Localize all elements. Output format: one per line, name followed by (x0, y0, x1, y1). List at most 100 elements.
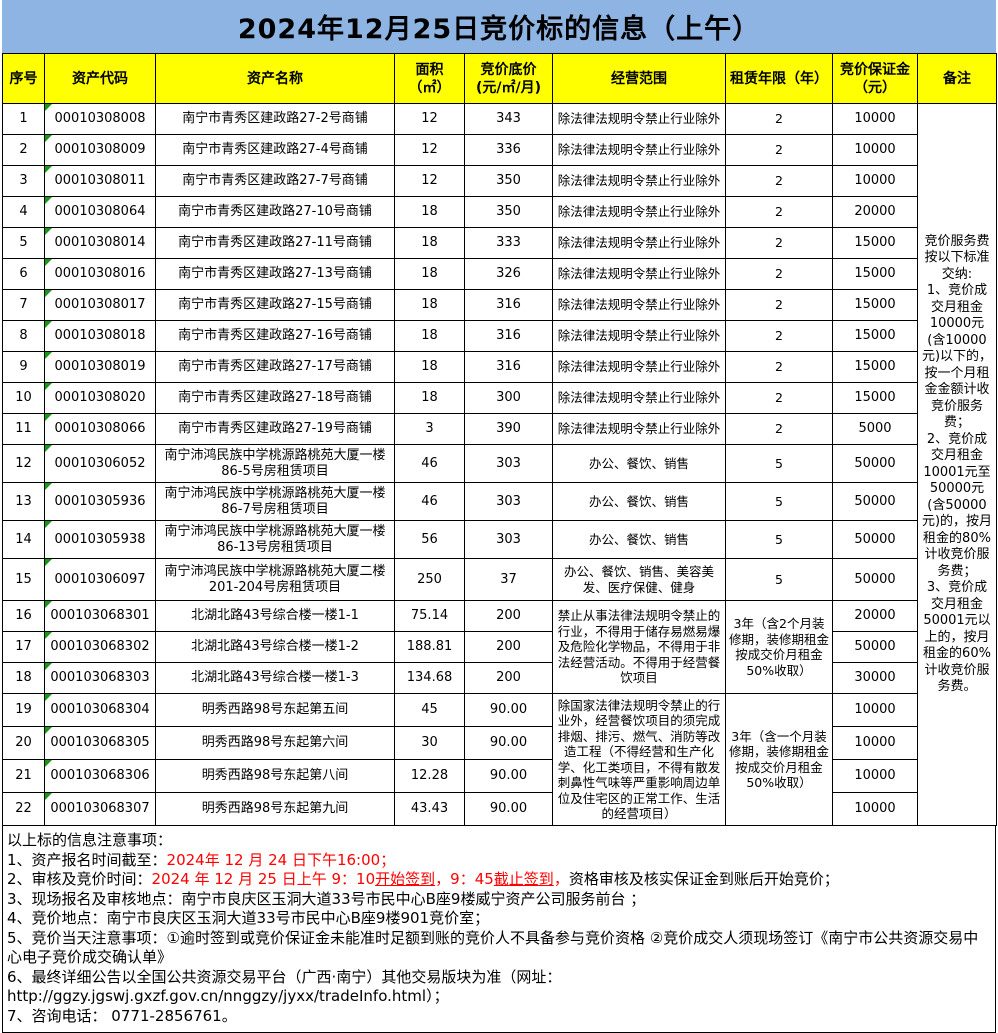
cell-asset-name: 南宁市青秀区建政路27-7号商铺 (155, 165, 395, 197)
note-segment: 资格审核及核实保证金到账后开始竞价； (568, 870, 839, 888)
cell-lease-term: 2 (725, 103, 833, 135)
table-row: 10 00010308020 南宁市青秀区建政路27-18号商铺 18 300 除法律法规… (2, 382, 997, 414)
cell-business-scope: 除法律法规明令禁止行业除外 (552, 413, 726, 445)
cell-deposit: 15000 (832, 289, 918, 321)
cell-area: 30 (394, 726, 465, 760)
cell-area: 12.28 (394, 759, 465, 793)
cell-serial: 18 (2, 662, 45, 694)
notes-section: 以上标的信息注意事项： 1、资产报名时间截至：2024年 12 月 24 日下午… (2, 826, 996, 1033)
cell-serial: 16 (2, 600, 45, 632)
cell-asset-code: 00010305936 (44, 482, 156, 521)
cell-floor-price: 316 (464, 289, 553, 321)
cell-area: 12 (394, 103, 465, 135)
cell-floor-price: 37 (464, 558, 553, 601)
cell-floor-price: 200 (464, 662, 553, 694)
cell-asset-name: 南宁市青秀区建政路27-15号商铺 (155, 289, 395, 321)
cell-asset-code: 000103068303 (44, 662, 156, 694)
cell-asset-code: 000103068307 (44, 792, 156, 826)
cell-asset-code: 00010308009 (44, 134, 156, 166)
column-header: 租赁年限（年） (725, 53, 833, 104)
cell-floor-price: 90.00 (464, 792, 553, 826)
cell-deposit: 10000 (832, 693, 918, 727)
note-segment: 2024 年 12 月 25 日上午 9：10 (151, 870, 376, 888)
cell-floor-price: 90.00 (464, 693, 553, 727)
cell-deposit: 10000 (832, 759, 918, 793)
cell-floor-price: 303 (464, 444, 553, 483)
table-row: 18 000103068303 北湖北路43号综合楼一楼1-3 134.68 200 30… (2, 662, 997, 694)
cell-area: 3 (394, 413, 465, 445)
table-row: 9 00010308019 南宁市青秀区建政路27-17号商铺 18 316 除法律法规明… (2, 351, 997, 383)
table-row: 7 00010308017 南宁市青秀区建政路27-15号商铺 18 316 除法律法规明… (2, 289, 997, 321)
cell-remark: 竞价服务费按以下标准交纳: 1、竞价成交月租金10000元(含10000元)以下… (917, 103, 997, 826)
column-header: 面积 （㎡） (394, 53, 465, 104)
cell-lease-term: 2 (725, 258, 833, 290)
cell-business-scope: 除国家法律法规明令禁止的行业外，经营餐饮项目的须完成排烟、排污、燃气、消防等改造… (552, 693, 726, 826)
note-segment: 5、竞价当天注意事项：①逾时签到或竞价保证金未能准时足额到账的竞价人不具备参与竞… (7, 928, 979, 967)
cell-asset-name: 北湖北路43号综合楼一楼1-1 (155, 600, 395, 632)
cell-business-scope: 除法律法规明令禁止行业除外 (552, 320, 726, 352)
cell-floor-price: 303 (464, 482, 553, 521)
note-line: 6、最终详细公告以全国公共资源交易平台（广西·南宁）其他交易版块为准（网址：ht… (7, 968, 989, 1007)
table-row: 16 000103068301 北湖北路43号综合楼一楼1-1 75.14 200 禁止从… (2, 600, 997, 694)
cell-asset-name: 南宁市青秀区建政路27-4号商铺 (155, 134, 395, 166)
cell-asset-code: 00010308008 (44, 103, 156, 135)
cell-asset-code: 000103068302 (44, 631, 156, 663)
cell-asset-name: 南宁沛鸿民族中学桃源路桃苑大厦一楼86-13号房租赁项目 (155, 520, 395, 559)
table-row: 14 00010305938 南宁沛鸿民族中学桃源路桃苑大厦一楼86-13号房租赁项… (2, 520, 997, 559)
cell-lease-term: 2 (725, 413, 833, 445)
cell-area: 18 (394, 382, 465, 414)
cell-serial: 15 (2, 558, 45, 601)
cell-deposit: 30000 (832, 662, 918, 694)
cell-floor-price: 333 (464, 227, 553, 259)
table-row: 17 000103068302 北湖北路43号综合楼一楼1-2 188.81 200 50… (2, 631, 997, 663)
note-line: 4、竞价地点：南宁市良庆区玉洞大道33号市民中心B座9楼901竞价室； (7, 909, 989, 929)
cell-serial: 8 (2, 320, 45, 352)
cell-business-scope: 禁止从事法律法规明令禁止的行业，不得用于储存易燃易爆及危险化学物品，不得用于非法… (552, 600, 726, 694)
cell-asset-code: 000103068304 (44, 693, 156, 727)
cell-serial: 21 (2, 759, 45, 793)
table-row: 19 000103068304 明秀西路98号东起第五间 45 90.00 除国家法律法规… (2, 693, 997, 826)
notes-heading: 以上标的信息注意事项： (7, 831, 173, 849)
cell-area: 46 (394, 482, 465, 521)
cell-business-scope: 除法律法规明令禁止行业除外 (552, 351, 726, 383)
cell-asset-code: 000103068301 (44, 600, 156, 632)
table-row: 5 00010308014 南宁市青秀区建政路27-11号商铺 18 333 除法律法规明… (2, 227, 997, 259)
note-segment: 7、咨询电话： 0771-2856761。 (7, 1006, 237, 1025)
cell-lease-term: 2 (725, 351, 833, 383)
cell-lease-term: 3年（含一个月装修期，装修期租金按成交价月租金50%收取） (725, 693, 833, 826)
cell-serial: 2 (2, 134, 45, 166)
cell-area: 75.14 (394, 600, 465, 632)
cell-lease-term: 2 (725, 196, 833, 228)
table-row: 8 00010308018 南宁市青秀区建政路27-16号商铺 18 316 除法律法规明… (2, 320, 997, 352)
note-segment: 2024年 12 月 24 日下午16:00； (166, 850, 396, 869)
note-segment: 开始签到 (375, 870, 436, 888)
cell-deposit: 50000 (832, 520, 918, 559)
cell-deposit: 15000 (832, 351, 918, 383)
cell-floor-price: 336 (464, 134, 553, 166)
cell-business-scope: 除法律法规明令禁止行业除外 (552, 196, 726, 228)
cell-asset-code: 000103068306 (44, 759, 156, 793)
cell-business-scope: 除法律法规明令禁止行业除外 (552, 165, 726, 197)
cell-business-scope: 办公、餐饮、销售 (552, 520, 726, 559)
cell-asset-code: 00010308011 (44, 165, 156, 197)
cell-floor-price: 303 (464, 520, 553, 559)
cell-asset-code: 00010305938 (44, 520, 156, 559)
table-row: 6 00010308016 南宁市青秀区建政路27-13号商铺 18 326 除法律法规明… (2, 258, 997, 290)
cell-asset-name: 南宁市青秀区建政路27-17号商铺 (155, 351, 395, 383)
cell-asset-name: 南宁市青秀区建政路27-16号商铺 (155, 320, 395, 352)
cell-asset-code: 00010308064 (44, 196, 156, 228)
cell-deposit: 15000 (832, 382, 918, 414)
column-header: 资产名称 (155, 53, 395, 104)
cell-business-scope: 除法律法规明令禁止行业除外 (552, 289, 726, 321)
column-header: 备注 (917, 53, 997, 104)
cell-serial: 9 (2, 351, 45, 383)
cell-business-scope: 除法律法规明令禁止行业除外 (552, 382, 726, 414)
cell-asset-code: 00010308018 (44, 320, 156, 352)
note-line: 1、资产报名时间截至：2024年 12 月 24 日下午16:00； (7, 851, 989, 871)
cell-serial: 4 (2, 196, 45, 228)
cell-asset-name: 南宁市青秀区建政路27-2号商铺 (155, 103, 395, 135)
cell-area: 46 (394, 444, 465, 483)
cell-asset-name: 北湖北路43号综合楼一楼1-2 (155, 631, 395, 663)
cell-asset-code: 000103068305 (44, 726, 156, 760)
